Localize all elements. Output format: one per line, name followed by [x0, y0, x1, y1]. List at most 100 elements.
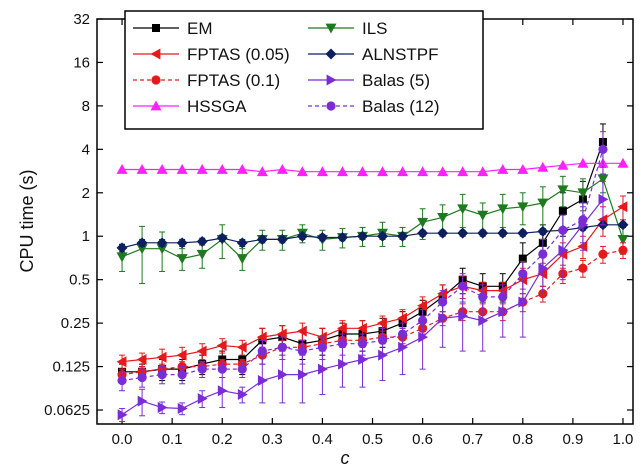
data-point: [338, 358, 348, 370]
data-point: [598, 249, 608, 259]
data-point: [597, 174, 609, 185]
data-point: [497, 163, 509, 174]
legend-item-em: EM: [133, 19, 213, 38]
data-point: [137, 372, 147, 383]
data-point: [136, 163, 148, 174]
data-point: [437, 227, 449, 239]
data-point: [216, 163, 228, 174]
data-point: [517, 227, 529, 239]
data-point: [437, 166, 449, 177]
data-point: [216, 339, 227, 351]
legend-swatch-marker: [150, 48, 161, 60]
legend: EM ILS FPTAS (0.05) ALNSTPF FPTAS (0.1) Balas…: [124, 10, 484, 130]
data-point: [457, 166, 469, 177]
legend-label: FPTAS (0.1): [187, 71, 280, 90]
data-point: [296, 166, 308, 177]
x-tick-label: 0.9: [562, 431, 583, 448]
x-tick-label: 0.5: [362, 431, 383, 448]
legend-swatch-marker: [325, 48, 337, 60]
data-point: [236, 163, 248, 174]
data-point: [116, 356, 127, 368]
data-point: [617, 201, 628, 213]
data-point: [277, 342, 287, 352]
data-point: [356, 322, 367, 334]
data-point: [377, 335, 388, 345]
series-hssga: [116, 157, 629, 177]
data-point: [517, 202, 529, 213]
data-point: [358, 353, 368, 365]
data-point: [538, 249, 548, 259]
data-point: [196, 235, 208, 247]
data-point: [136, 237, 148, 249]
series-layer: [116, 123, 629, 423]
data-point: [196, 163, 208, 174]
data-point: [577, 157, 589, 168]
y-tick-label: 8: [82, 98, 90, 115]
data-point: [256, 166, 268, 177]
data-point: [276, 163, 288, 174]
data-point: [336, 231, 348, 243]
legend-swatch-marker: [150, 100, 162, 111]
x-tick-label: 0.6: [412, 431, 433, 448]
data-point: [577, 240, 588, 252]
y-tick-label: 0.25: [61, 315, 90, 332]
data-point: [236, 254, 248, 265]
x-tick-label: 0.8: [512, 431, 533, 448]
x-tick-label: 0.4: [312, 431, 333, 448]
data-point: [438, 297, 448, 307]
data-point: [196, 249, 208, 260]
y-tick-label: 4: [82, 141, 90, 158]
legend-item-fptas-0-05: FPTAS (0.05): [133, 45, 290, 64]
legend-label: ILS: [362, 19, 388, 38]
data-point: [237, 364, 247, 374]
data-point: [537, 198, 549, 209]
data-point: [296, 230, 308, 242]
data-point: [316, 231, 328, 243]
data-point: [518, 269, 528, 279]
data-point: [137, 395, 148, 407]
y-tick-label: 0.125: [52, 359, 90, 376]
data-point: [577, 188, 589, 199]
data-point: [517, 163, 529, 174]
data-point: [377, 166, 389, 177]
tick-layer: 0.0 0.1 0.2 0.3 0.4 0.5 0.6 0.7 0.8 0.9 1.0 0.0625 0…: [44, 11, 633, 448]
legend-box: [124, 10, 484, 130]
data-point: [417, 300, 428, 312]
data-point: [257, 346, 267, 356]
legend-item-balas-12: Balas (12): [308, 97, 439, 116]
legend-swatch-marker: [326, 74, 337, 86]
data-point: [478, 315, 489, 327]
legend-swatch-marker: [151, 75, 161, 85]
data-point: [157, 369, 167, 380]
x-tick-label: 0.3: [262, 431, 283, 448]
x-tick-label: 1.0: [613, 431, 634, 448]
data-point: [617, 219, 629, 231]
data-point: [217, 385, 228, 397]
data-point: [256, 233, 268, 245]
data-point: [617, 235, 629, 245]
data-point: [457, 227, 469, 239]
legend-label: EM: [187, 19, 213, 38]
series-balas-12: [117, 131, 608, 392]
data-point: [176, 237, 188, 249]
legend-label: FPTAS (0.05): [187, 45, 290, 64]
legend-label: Balas (5): [362, 71, 430, 90]
data-point: [417, 227, 429, 239]
data-point: [618, 245, 628, 255]
series-alnstpf: [116, 219, 629, 254]
data-point: [537, 161, 549, 172]
legend-item-fptas-0-1: FPTAS (0.1): [133, 71, 280, 90]
data-point: [176, 349, 187, 361]
y-tick-label: 16: [73, 54, 90, 71]
y-tick-label: 0.5: [69, 272, 90, 289]
data-point: [497, 204, 509, 215]
y-tick-label: 1: [82, 228, 90, 245]
data-point: [457, 204, 469, 215]
data-point: [357, 339, 368, 349]
data-point: [557, 185, 569, 196]
data-point: [617, 157, 629, 168]
data-point: [336, 322, 347, 334]
data-point: [197, 393, 208, 405]
data-point: [296, 325, 307, 337]
